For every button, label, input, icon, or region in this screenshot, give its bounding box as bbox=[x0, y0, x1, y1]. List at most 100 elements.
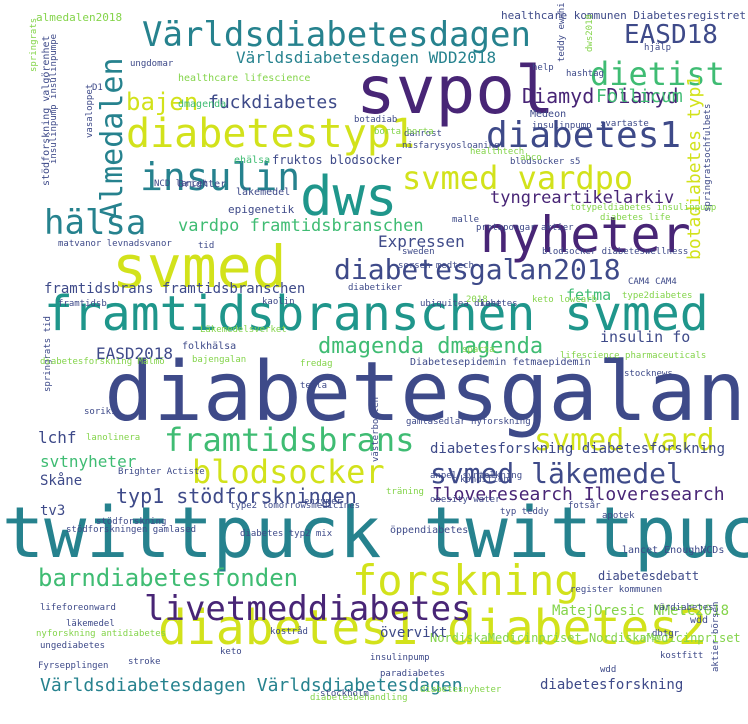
word-sparta: sparta bbox=[462, 345, 495, 355]
word-brighter-actiste: Brighter Actiste bbox=[118, 467, 205, 477]
word-teddy: teddy ewmhi bbox=[557, 2, 567, 62]
word-zed: 2018 bbox=[466, 295, 488, 305]
word-hdlp: help bbox=[532, 63, 554, 73]
word-insulin-fo: insulin fo bbox=[600, 328, 691, 346]
word-forskning: forskning bbox=[352, 556, 580, 605]
word-stroke: stroke bbox=[128, 657, 161, 667]
word-diabetesnyheter: diabetesnyheter bbox=[420, 685, 502, 695]
word-fotsar: fotsår bbox=[568, 501, 601, 511]
word-dmagenda: dmagenda bbox=[178, 99, 227, 110]
word-kaolin: kaolin bbox=[262, 297, 295, 307]
word-svmed-lakemedel: svmed läkemedel bbox=[430, 457, 683, 490]
word-dietist: dietist bbox=[590, 55, 725, 93]
word-diabetes-life: diabetes life bbox=[600, 213, 671, 223]
word-matejoresic: MatejOresic NMetC2018 bbox=[552, 603, 730, 619]
word-wdd: wdd bbox=[690, 615, 709, 626]
word-framtidsb: framtidsb bbox=[58, 299, 107, 309]
word-nisfarysyosloaning: nisfarysyosloaning bbox=[402, 141, 500, 151]
word-springrats-ochfulbet: springratsochfulbets bbox=[703, 103, 713, 212]
word-diamyd: Diamyd Diamyd bbox=[522, 84, 679, 108]
word-svmed: svmed bbox=[112, 233, 287, 301]
word-traning: träning bbox=[386, 487, 424, 497]
word-lakemedel-2: läkemedel bbox=[66, 619, 115, 629]
word-diabetesgalan2018: diabetesgalan2018 bbox=[334, 253, 621, 286]
word-healthtech: healthtech bbox=[470, 147, 525, 157]
word-lifescience-pharmaceuticals: lifescience pharmaceuticals bbox=[560, 351, 707, 361]
word-apotek: apotek bbox=[602, 511, 635, 521]
word-hjalp: hjälp bbox=[644, 43, 672, 53]
word-springrats-tid: springrats tid bbox=[43, 316, 53, 392]
word-soriks: soriks bbox=[84, 407, 117, 417]
word-enzymer: enzymer bbox=[304, 497, 342, 507]
word-abco: abco bbox=[520, 153, 542, 163]
word-halsa: hälsa bbox=[44, 203, 147, 243]
word-obesity-water: obesity water bbox=[430, 495, 501, 505]
word-diabetes1: diabetes1 bbox=[486, 115, 682, 156]
word-vardiabetes: värdiabetes bbox=[654, 603, 714, 613]
word-bajengalan: bajengalan bbox=[192, 355, 247, 365]
word-lanolinera: lanolinera bbox=[86, 433, 141, 443]
word-insulinpump-insulinpumpe: insulinpump insulinpumpe bbox=[49, 33, 59, 164]
word-diabetestyp1: diabetestyp1 bbox=[126, 111, 415, 157]
word-dmagenda-dmagenda: dmagenda dmagenda bbox=[318, 334, 544, 359]
word-svartaste: svartaste bbox=[600, 119, 649, 129]
word-botadiabetes-typ1: botadiabetes typ1 bbox=[684, 75, 705, 260]
word-nordiskamedicinpriset: NordiskaMedicinpriset NordiskaMedicinpri… bbox=[430, 631, 741, 645]
word-type2: type2 tomorrowsmedicines bbox=[230, 501, 361, 511]
word-wdd-2: wdd bbox=[600, 665, 617, 675]
word-totypeldiabetes: totypeldiabetes insulinpump bbox=[570, 203, 717, 213]
word-dws2018: dws2018 bbox=[585, 14, 595, 52]
word-borta-borta: borta borta bbox=[374, 127, 434, 137]
word-diabetiker: diabetiker bbox=[348, 283, 403, 293]
word-svtnyheter: svtnyheter bbox=[40, 452, 137, 471]
word-varldsdiabetesdagen: Världsdiabetesdagen bbox=[142, 15, 531, 55]
word-kondition: kondition bbox=[460, 475, 509, 485]
word-stokholm: stockholm bbox=[320, 689, 369, 699]
word-botadiab: botadiab bbox=[354, 115, 398, 125]
word-insulinpump: insulinpump bbox=[532, 121, 592, 131]
word-almedalen: Almedalen bbox=[95, 57, 130, 220]
word-dbtgr: dbtgr bbox=[652, 629, 680, 639]
word-easd18: EASD18 bbox=[624, 20, 718, 50]
word-diabetesforskning: diabetesforskning bbox=[540, 677, 684, 693]
word-ncd-lancet: NCD lancet bbox=[154, 179, 209, 189]
word-healthcare-kommunen: healthcare kommunen Diabetesregistret bbox=[500, 9, 746, 22]
word-fuckdiabetes: fuckdiabetes bbox=[208, 92, 339, 113]
word-keto-lowcarb: keto lowcarb bbox=[532, 295, 598, 305]
word-expressen: Expressen bbox=[378, 232, 465, 251]
word-nyheter: nyheter bbox=[480, 206, 691, 264]
word-folkhalsa: folkhälsa bbox=[182, 341, 237, 352]
word-diabetesepidemin: Diabetesepidemin fetmaepidemin bbox=[410, 357, 591, 368]
word-easd2018: EASD2018 bbox=[96, 344, 174, 363]
word-paradiabetes: paradiabetes bbox=[380, 669, 446, 679]
word-type2diabetes: type2diabetes bbox=[622, 291, 693, 301]
word-nyforskning: nyforskning antidiabetes bbox=[36, 629, 167, 639]
word-blodsocker: blodsocker bbox=[192, 453, 385, 491]
word-diabetesbehandling: diabetesbehandling bbox=[310, 693, 408, 703]
word-lancet-enoughncds: lancet EnoughNCDs bbox=[622, 545, 725, 556]
word-lchf: lchf bbox=[38, 428, 77, 447]
word-tid: tid bbox=[198, 241, 215, 251]
word-blodsocker-diabeteswellness: blodsocker diabeteswellness bbox=[542, 247, 689, 257]
word-typ-teddy: typ teddy bbox=[500, 507, 549, 517]
word-ungdomar: ungdomar bbox=[130, 59, 174, 69]
word-diabetesdebatt: diabetesdebatt bbox=[598, 569, 700, 583]
word-gamlasedlar: gamlasedlar nyforskning bbox=[406, 417, 531, 427]
word-keto: keto bbox=[220, 647, 242, 657]
word-overvikt: övervikt bbox=[380, 625, 448, 641]
word-barndiabetesfonden: barndiabetesfonden bbox=[38, 564, 299, 592]
word-stocknews: stocknews bbox=[624, 369, 673, 379]
word-blodsocker-s5: blodsocker s5 bbox=[510, 157, 581, 167]
word-lakemedel: läkemedel bbox=[236, 187, 291, 198]
word-aktier-borsen: aktier börsen bbox=[711, 601, 721, 672]
word-vasterbotten: västerbotten bbox=[371, 396, 381, 462]
word-lakemedelsverket: Läkemedelsverket bbox=[200, 325, 287, 335]
word-ehalsa: ehälsa bbox=[234, 155, 271, 166]
word-diabetesforskning-malmo: diabetesforskning Malmö bbox=[40, 357, 165, 367]
word-protapongar: protapongar aktier bbox=[476, 223, 574, 233]
word-springrats: springrats bbox=[29, 17, 39, 72]
word-tyngreartikelarkiv: tyngreartikelarkiv bbox=[490, 188, 675, 208]
word-brighter: Brighter bbox=[178, 179, 227, 190]
